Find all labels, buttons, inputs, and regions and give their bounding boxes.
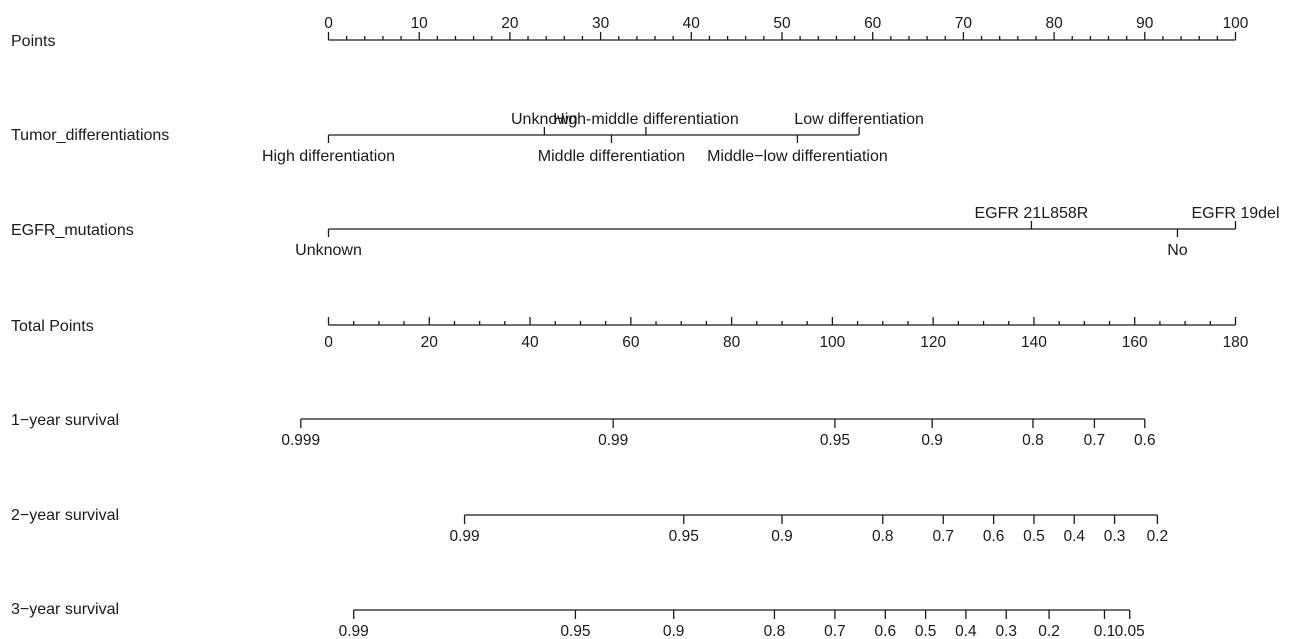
y2-tick-label: 0.95	[669, 528, 699, 545]
y1-tick-label: 0.8	[1022, 432, 1044, 449]
points-tick-label: 20	[501, 15, 519, 32]
y3-tick-label: 0.6	[875, 623, 897, 639]
points-tick-label: 70	[955, 15, 973, 32]
total-tick-label: 120	[920, 334, 946, 351]
total-tick-label: 60	[622, 334, 640, 351]
points-tick-label: 10	[411, 15, 429, 32]
y2-tick-label: 0.99	[449, 528, 479, 545]
row-label-1-year-survival: 1−year survival	[11, 412, 119, 429]
row-label-3-year-survival: 3−year survival	[11, 601, 119, 618]
total-tick-label: 160	[1122, 334, 1148, 351]
y2-tick-label: 0.4	[1063, 528, 1085, 545]
y1-tick-label: 0.6	[1134, 432, 1156, 449]
total-tick-label: 40	[521, 334, 539, 351]
tumor-category-label: Unknown	[511, 111, 578, 128]
y2-tick-label: 0.2	[1147, 528, 1169, 545]
points-tick-label: 50	[773, 15, 791, 32]
chart-marks: 0 10 20 30 40 50 60 70 80 90 100 High differentiati…	[262, 15, 1280, 639]
total-tick-label: 20	[421, 334, 439, 351]
y2-tick-label: 0.9	[771, 528, 793, 545]
y2-tick-label: 0.5	[1023, 528, 1045, 545]
points-tick-label: 60	[864, 15, 882, 32]
points-tick-label: 40	[683, 15, 701, 32]
tumor-category-label: Middle differentiation	[538, 148, 685, 165]
y3-tick-label: 0.1	[1094, 623, 1116, 639]
row-label-2-year-survival: 2−year survival	[11, 507, 119, 524]
y2-tick-label: 0.6	[983, 528, 1005, 545]
y3-tick-label: 0.4	[955, 623, 977, 639]
y1-tick-label: 0.7	[1084, 432, 1106, 449]
y1-tick-label: 0.99	[598, 432, 628, 449]
y2-tick-label: 0.8	[872, 528, 894, 545]
tumor-category-label: Low differentiation	[794, 111, 924, 128]
y3-tick-label: 0.95	[560, 623, 590, 639]
y3-tick-label: 0.9	[663, 623, 685, 639]
y2-tick-label: 0.3	[1104, 528, 1126, 545]
points-tick-label: 30	[592, 15, 610, 32]
y3-tick-label: 0.5	[915, 623, 937, 639]
row-label-total-points: Total Points	[11, 318, 94, 335]
y3-tick-label: 0.05	[1115, 623, 1145, 639]
tumor-category-label: High differentiation	[262, 148, 395, 165]
total-tick-label: 180	[1223, 334, 1249, 351]
total-tick-label: 0	[324, 334, 333, 351]
y2-tick-label: 0.7	[932, 528, 954, 545]
total-tick-label: 80	[723, 334, 741, 351]
row-label-tumor-differentiations: Tumor_differentiations	[11, 127, 169, 144]
row-label-egfr-mutations: EGFR_mutations	[11, 222, 134, 239]
y3-tick-label: 0.7	[824, 623, 846, 639]
tumor-category-label: High-middle differentiation	[553, 111, 739, 128]
y1-tick-label: 0.999	[281, 432, 320, 449]
y3-tick-label: 0.3	[995, 623, 1017, 639]
y1-tick-label: 0.9	[921, 432, 943, 449]
row-label-points: Points	[11, 33, 55, 50]
egfr-category-label: EGFR 19del	[1191, 205, 1279, 222]
egfr-category-label: EGFR 21L858R	[975, 205, 1089, 222]
egfr-category-label: Unknown	[295, 242, 362, 259]
points-tick-label: 80	[1045, 15, 1063, 32]
total-tick-label: 140	[1021, 334, 1047, 351]
egfr-category-label: No	[1167, 242, 1188, 259]
total-tick-label: 100	[819, 334, 845, 351]
y1-tick-label: 0.95	[820, 432, 850, 449]
y3-tick-label: 0.2	[1038, 623, 1060, 639]
tumor-category-label: Middle−low differentiation	[707, 148, 888, 165]
y3-tick-label: 0.99	[339, 623, 369, 639]
y3-tick-label: 0.8	[764, 623, 786, 639]
points-tick-label: 0	[324, 15, 333, 32]
points-tick-label: 90	[1136, 15, 1154, 32]
points-tick-label: 100	[1223, 15, 1249, 32]
